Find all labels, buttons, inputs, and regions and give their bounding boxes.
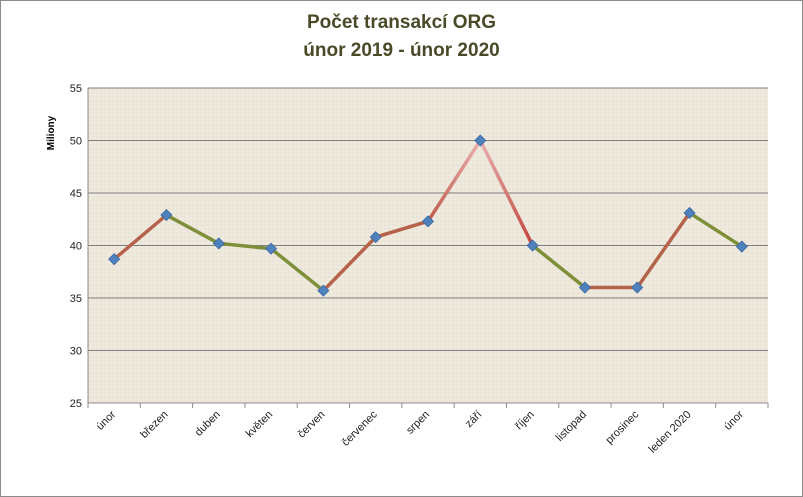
- series-line-segment: [164, 213, 221, 246]
- data-point: [317, 284, 330, 297]
- x-tick-label: červen: [296, 409, 328, 441]
- x-tick-label: únor: [94, 408, 118, 432]
- data-point: [526, 239, 539, 252]
- data-point: [369, 231, 382, 244]
- y-axis-label: Miliony: [46, 115, 57, 150]
- x-tick-label: září: [463, 409, 484, 430]
- series-line-segment: [426, 138, 483, 224]
- y-tick-label: 45: [70, 188, 82, 200]
- series-line-segment: [373, 219, 430, 239]
- x-tick-label: leden 2020: [647, 409, 694, 456]
- chart-subtitle: únor 2019 - únor 2020: [303, 40, 500, 61]
- data-point: [108, 253, 121, 266]
- x-tick-label: říjen: [513, 409, 537, 433]
- y-tick-label: 30: [70, 346, 82, 358]
- x-tick-label: listopad: [554, 409, 589, 444]
- series-line-segment: [112, 213, 169, 261]
- data-point: [631, 281, 644, 294]
- data-point: [212, 237, 225, 250]
- series-line-segment: [321, 235, 378, 293]
- x-tick-label: květen: [244, 409, 275, 440]
- data-point: [578, 281, 591, 294]
- data-point: [474, 134, 487, 147]
- x-tick-label: červenec: [340, 408, 380, 448]
- x-tick-label: únor: [722, 408, 746, 432]
- chart-title: Počet transakcí ORG: [306, 12, 497, 33]
- series-line-segment: [217, 241, 273, 251]
- y-tick-label: 55: [70, 83, 82, 95]
- x-tick-label: prosinec: [603, 408, 641, 446]
- x-tick-label: duben: [193, 409, 223, 439]
- data-point: [265, 242, 278, 255]
- y-tick-label: 50: [70, 136, 82, 148]
- y-tick-label: 25: [70, 398, 82, 410]
- x-tick-label: březen: [138, 409, 170, 441]
- data-point: [735, 240, 748, 253]
- data-point: [421, 215, 435, 228]
- y-tick-label: 35: [70, 293, 82, 305]
- series-line-segment: [635, 211, 692, 290]
- series-line-segment: [530, 243, 587, 290]
- series-line-segment: [269, 246, 326, 293]
- data-point: [683, 206, 696, 220]
- data-point: [160, 208, 173, 222]
- y-tick-label: 40: [70, 241, 82, 253]
- x-tick-label: srpen: [404, 409, 432, 437]
- series-line-segment: [478, 138, 535, 248]
- series-line-segment: [687, 211, 744, 249]
